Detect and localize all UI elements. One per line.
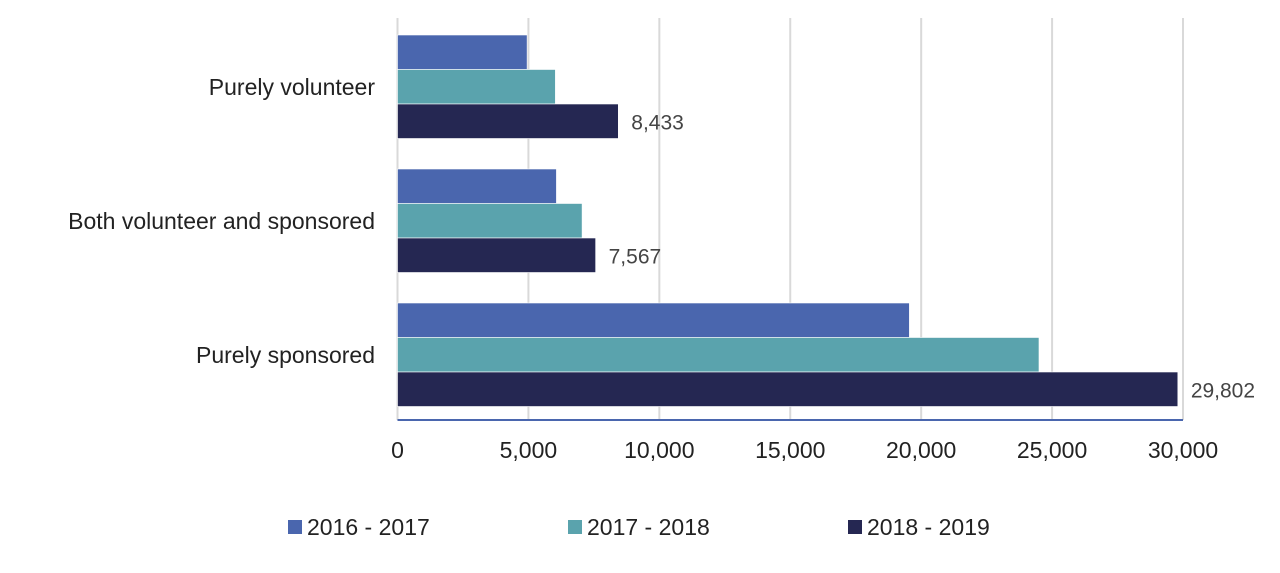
category-label: Purely volunteer xyxy=(209,74,376,100)
data-label: 29,802 xyxy=(1191,379,1255,402)
legend-swatch xyxy=(288,520,302,534)
x-tick-label: 5,000 xyxy=(500,437,558,463)
x-tick-label: 30,000 xyxy=(1148,437,1218,463)
bar-2017-2018 xyxy=(397,203,583,239)
data-label: 7,567 xyxy=(609,245,662,268)
legend-label: 2018 - 2019 xyxy=(867,514,990,540)
data-label: 8,433 xyxy=(631,111,684,134)
bar-2018-2019 xyxy=(397,237,596,273)
legend-label: 2016 - 2017 xyxy=(307,514,430,540)
x-tick-label: 10,000 xyxy=(624,437,694,463)
bar-2017-2018 xyxy=(397,69,556,105)
x-tick-label: 0 xyxy=(391,437,404,463)
bar-2017-2018 xyxy=(397,337,1040,373)
category-label: Purely sponsored xyxy=(196,342,375,368)
legend-swatch xyxy=(848,520,862,534)
x-tick-label: 15,000 xyxy=(755,437,825,463)
bar-2016-2017 xyxy=(397,168,557,204)
x-tick-label: 20,000 xyxy=(886,437,956,463)
category-label: Both volunteer and sponsored xyxy=(68,208,375,234)
legend-label: 2017 - 2018 xyxy=(587,514,710,540)
legend-swatch xyxy=(568,520,582,534)
bar-2016-2017 xyxy=(397,302,910,338)
x-tick-label: 25,000 xyxy=(1017,437,1087,463)
bar-2018-2019 xyxy=(397,371,1179,407)
bar-2018-2019 xyxy=(397,103,619,139)
bar-2016-2017 xyxy=(397,34,528,70)
